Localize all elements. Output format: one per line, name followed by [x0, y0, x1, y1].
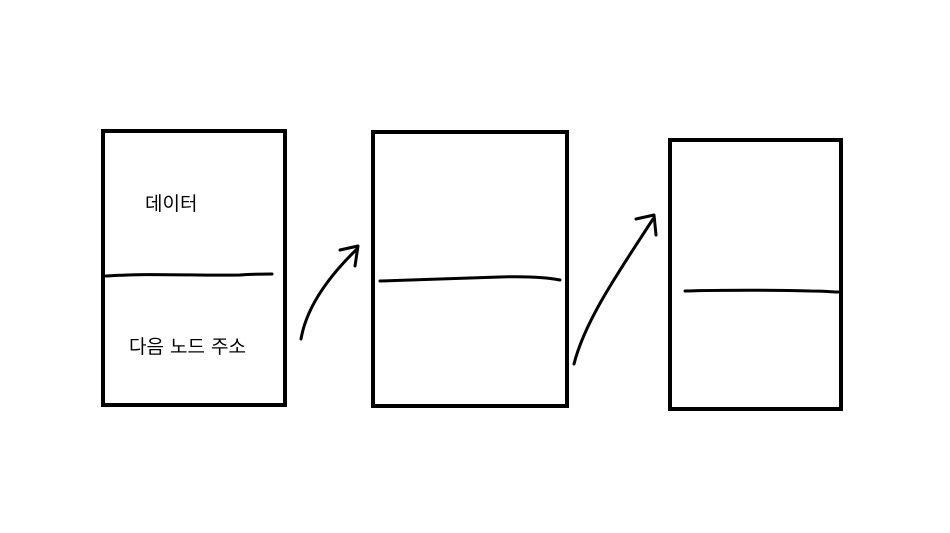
arrow-node2-to-node3	[572, 213, 658, 366]
node-1: 데이터 다음 노드 주소	[101, 129, 287, 407]
node-3-box	[668, 138, 843, 411]
node-3-divider	[683, 288, 840, 294]
arrow-1-shaft	[299, 247, 359, 341]
node-2	[371, 130, 569, 408]
node-1-data-label: 데이터	[145, 193, 197, 215]
arrow-1-head	[338, 244, 360, 268]
arrow-node1-to-node2	[299, 244, 360, 341]
node-3	[668, 138, 843, 411]
node-1-box	[101, 129, 287, 407]
node-2-divider	[378, 275, 562, 283]
arrow-2-head	[634, 213, 658, 237]
node-1-next-label: 다음 노드 주소	[129, 336, 246, 358]
arrow-2-shaft	[572, 217, 655, 366]
node-1-divider	[104, 272, 274, 278]
node-2-box	[371, 130, 569, 408]
